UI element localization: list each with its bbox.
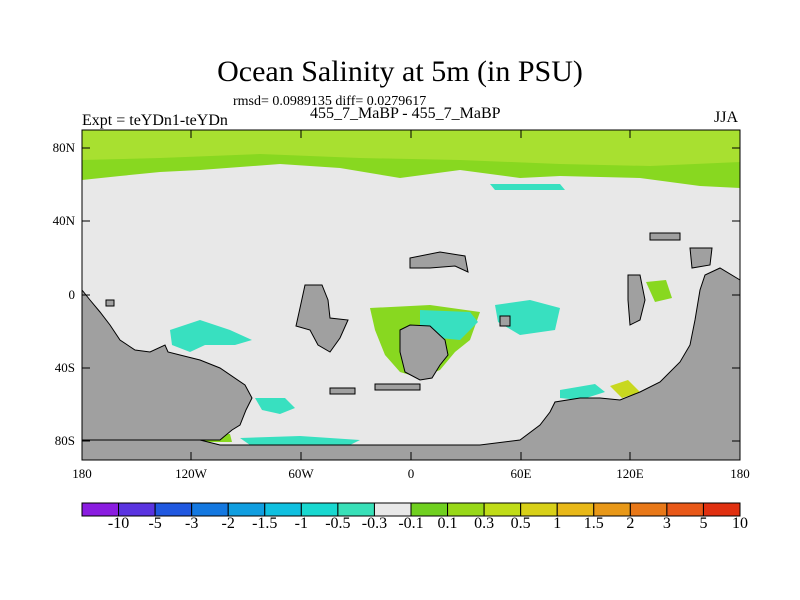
lat-label-0: 0 bbox=[68, 287, 76, 302]
colorbar-label: -1.5 bbox=[252, 515, 278, 532]
arctic-cyan-patch bbox=[490, 184, 565, 190]
season-label: JJA bbox=[714, 109, 739, 126]
americas-land bbox=[81, 288, 253, 441]
colorbar-label: -5 bbox=[148, 515, 162, 532]
lon-label-0: 0 bbox=[407, 466, 415, 481]
colorbar-label: -3 bbox=[184, 515, 199, 532]
colorbar-label: 1 bbox=[553, 515, 562, 532]
stats-line: rmsd= 0.0989135 diff= 0.0279617 bbox=[233, 94, 427, 109]
asia-land-1 bbox=[649, 232, 681, 241]
small-island-1 bbox=[329, 387, 356, 395]
arctic-light-green bbox=[82, 130, 740, 166]
colorbar-label: -0.5 bbox=[325, 515, 351, 532]
atlantic-cyan-patch bbox=[495, 300, 560, 335]
lat-label-80s: 80S bbox=[54, 433, 75, 448]
colorbar-label: -2 bbox=[221, 515, 235, 532]
colorbar bbox=[81, 502, 741, 517]
southern-ocean-cyan-2 bbox=[255, 398, 295, 414]
experiment-label: Expt = teYDn1-teYDn bbox=[82, 112, 228, 129]
colorbar-label: 0.3 bbox=[474, 515, 495, 532]
small-island-2 bbox=[374, 383, 421, 391]
antarctica-land bbox=[81, 267, 741, 461]
north-atlantic-land bbox=[409, 251, 469, 273]
lat-label-80n: 80N bbox=[52, 140, 75, 155]
comparison-subtitle: 455_7_MaBP - 455_7_MaBP bbox=[310, 105, 501, 122]
australia-land bbox=[627, 274, 646, 326]
lat-label-40s: 40S bbox=[54, 360, 75, 375]
pacific-cyan-patch bbox=[170, 320, 252, 352]
colorbar-label: 2 bbox=[626, 515, 635, 532]
lon-label-120e: 120E bbox=[616, 466, 644, 481]
lon-label-120w: 120W bbox=[175, 466, 207, 481]
lon-label-180e: 180 bbox=[730, 466, 750, 481]
indian-ocean-patch bbox=[610, 380, 640, 398]
colorbar-label: 0.5 bbox=[510, 515, 531, 532]
colorbar-label: -0.3 bbox=[361, 515, 388, 532]
colorbar-label: -10 bbox=[107, 515, 130, 532]
lat-label-40n: 40N bbox=[52, 213, 75, 228]
lat-ticks bbox=[82, 147, 740, 442]
southern-ocean-cyan bbox=[560, 384, 605, 400]
colorbar-box bbox=[702, 502, 741, 517]
asia-land-2 bbox=[689, 247, 713, 269]
small-island-4 bbox=[105, 299, 115, 307]
lon-label-180w: 180 bbox=[72, 466, 92, 481]
west-pacific-green bbox=[646, 280, 672, 302]
map-title: Ocean Salinity at 5m (in PSU) bbox=[217, 55, 583, 88]
southern-ocean-cyan-3 bbox=[240, 436, 360, 445]
colorbar-label: 5 bbox=[699, 515, 708, 532]
africa-land bbox=[399, 324, 449, 381]
colorbar-label: 3 bbox=[662, 515, 671, 532]
colorbar-label: 1.5 bbox=[583, 515, 604, 532]
colorbar-label: -1 bbox=[294, 515, 308, 532]
lon-label-60e: 60E bbox=[510, 466, 532, 481]
south-america-land bbox=[295, 284, 349, 353]
colorbar-label: 0.1 bbox=[437, 515, 458, 532]
colorbar-label: -0.1 bbox=[398, 515, 424, 532]
small-island-3 bbox=[499, 315, 511, 327]
lon-label-60w: 60W bbox=[288, 466, 314, 481]
lon-ticks bbox=[190, 130, 631, 460]
colorbar-label: 10 bbox=[732, 515, 748, 532]
